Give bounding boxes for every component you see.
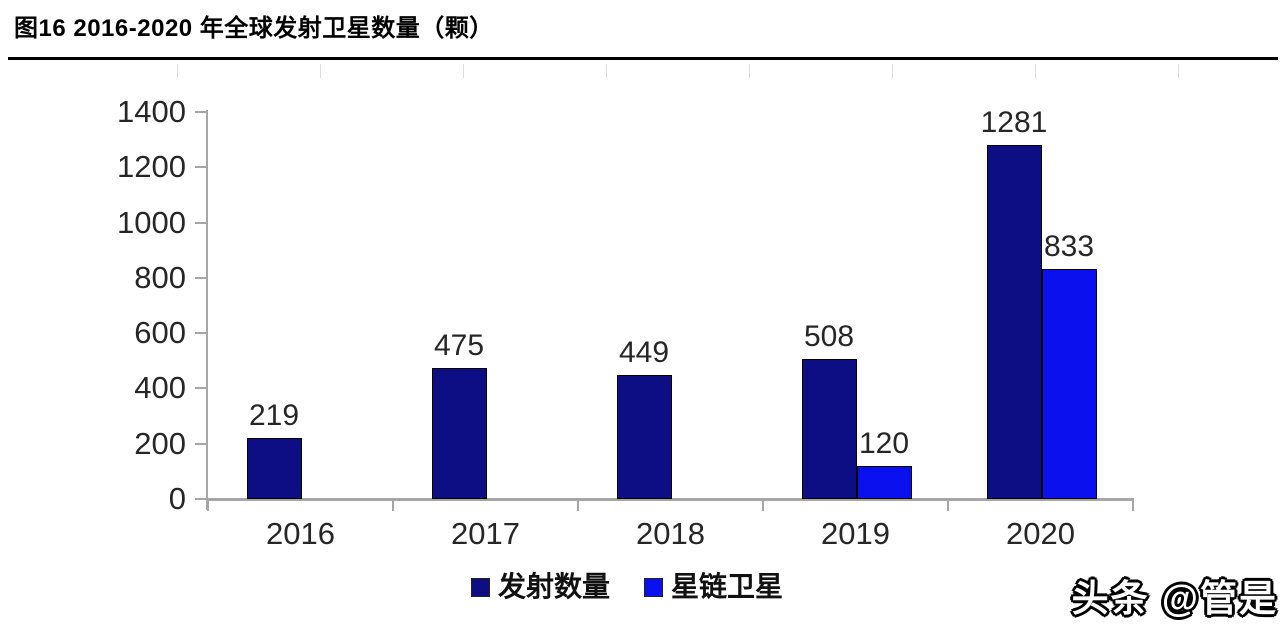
chart-legend: 发射数量 星链卫星 <box>0 572 1254 602</box>
x-axis-line <box>206 498 1134 501</box>
x-axis-tick <box>207 500 209 511</box>
bar-2019-starlink[interactable] <box>856 466 912 499</box>
x-axis-label: 2016 <box>266 516 335 551</box>
x-axis-label: 2018 <box>636 516 705 551</box>
ruler-tick <box>749 64 750 78</box>
bar-value-label: 449 <box>618 336 670 369</box>
y-axis-tick <box>195 221 206 224</box>
x-axis-label: 2019 <box>821 516 890 551</box>
y-axis-tick <box>195 111 206 113</box>
x-axis-tick <box>392 500 394 511</box>
bar-value-label: 475 <box>433 329 485 362</box>
legend-label-starlink: 星链卫星 <box>671 571 784 602</box>
x-axis-tick <box>1132 500 1134 511</box>
x-axis-tick <box>577 500 579 511</box>
y-axis-tick-label: 1400 <box>117 94 186 129</box>
ruler-tick <box>177 64 178 78</box>
ruler-tick <box>606 64 607 78</box>
bar-2017-launch-count[interactable] <box>431 368 487 499</box>
bar-value-label: 1281 <box>980 106 1048 139</box>
bar-2018-launch-count[interactable] <box>616 375 672 499</box>
bar-value-label: 219 <box>248 399 300 432</box>
y-axis-tick <box>195 387 206 390</box>
y-axis-tick <box>195 442 206 445</box>
watermark: 头条 @管是 <box>1071 578 1278 619</box>
legend-item-launch-count[interactable]: 发射数量 <box>470 571 610 602</box>
legend-label-launch-count: 发射数量 <box>497 571 610 602</box>
legend-swatch-starlink <box>644 577 663 597</box>
y-axis-tick-label: 600 <box>134 315 186 351</box>
x-axis-tick <box>947 500 949 511</box>
bar-2020-starlink[interactable] <box>1041 269 1097 499</box>
x-axis-tick <box>762 500 764 511</box>
ruler-tick <box>1035 64 1036 78</box>
ruler-tick <box>892 64 893 78</box>
y-axis-tick <box>195 332 206 335</box>
bar-value-label: 508 <box>803 320 855 353</box>
y-axis-tick <box>195 166 206 169</box>
y-axis-tick <box>195 498 206 500</box>
ruler-tick <box>463 64 464 78</box>
y-axis-tick-label: 1200 <box>117 149 186 185</box>
y-axis-tick-label: 800 <box>134 259 186 295</box>
bar-value-label: 833 <box>1043 230 1095 263</box>
x-axis-label: 2020 <box>1006 516 1075 551</box>
y-axis-tick <box>195 276 206 279</box>
title-divider <box>8 57 1278 60</box>
bar-2019-launch-count[interactable] <box>801 359 857 499</box>
legend-item-starlink[interactable]: 星链卫星 <box>644 572 783 602</box>
y-axis-line <box>206 110 208 510</box>
ruler-tick <box>320 64 321 78</box>
y-axis-tick-label: 1000 <box>117 204 186 240</box>
x-axis-label: 2017 <box>451 516 520 551</box>
legend-swatch-launch-count <box>470 577 490 597</box>
y-axis-tick-label: 0 <box>168 481 186 516</box>
y-axis-tick-label: 200 <box>134 425 186 461</box>
bar-2016-launch-count[interactable] <box>246 438 302 499</box>
y-axis-tick-label: 400 <box>134 370 186 406</box>
figure-title: 图16 2016-2020 年全球发射卫星数量（颗） <box>14 15 494 42</box>
ruler-tick <box>1178 64 1179 78</box>
bar-value-label: 120 <box>858 427 910 460</box>
bar-2020-launch-count[interactable] <box>986 145 1042 499</box>
